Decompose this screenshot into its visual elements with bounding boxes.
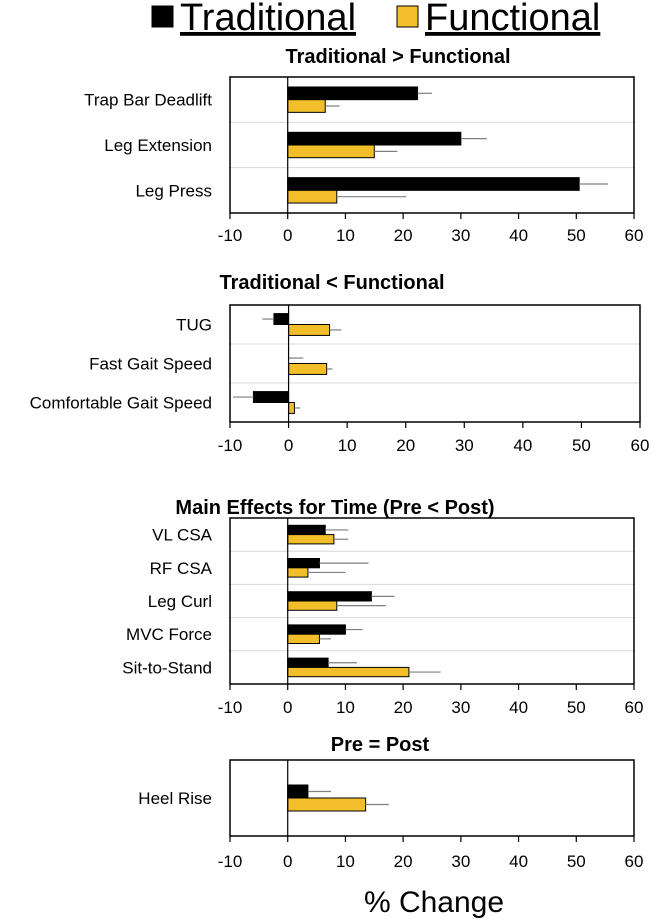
bar-traditional (273, 313, 290, 325)
x-tick-label: 60 (631, 436, 650, 455)
category-label: Leg Extension (104, 136, 212, 155)
panel-title-2: Traditional < Functional (219, 272, 444, 294)
category-label: Sit-to-Stand (122, 658, 212, 677)
bar-traditional (287, 86, 419, 101)
panel-2: TUG Fast Gait Speed Comfortable Gait Speed… (30, 304, 650, 455)
x-tick-label: 40 (509, 226, 528, 245)
panel-4: Heel Rise -10 0 10 20 30 40 50 60 (138, 759, 644, 871)
panel-title-3: Main Effects for Time (Pre < Post) (175, 497, 494, 519)
category-label: Fast Gait Speed (89, 355, 212, 374)
x-tick-label: 0 (283, 698, 292, 717)
category-label: Leg Press (135, 181, 212, 200)
x-tick-label: 50 (567, 226, 586, 245)
x-tick-label: 20 (394, 698, 413, 717)
x-tick-label: 10 (336, 226, 355, 245)
chart-panels: Trap Bar Deadlift Leg Extension Leg Press -… (30, 76, 650, 871)
bar-traditional (287, 657, 329, 668)
bar-functional (287, 144, 375, 159)
x-tick-label: 20 (394, 852, 413, 871)
bar-functional (287, 567, 309, 578)
category-label: MVC Force (126, 625, 212, 644)
legend-label-traditional: Traditional (180, 0, 356, 39)
bar-traditional (287, 591, 372, 602)
legend: Traditional Functional (151, 0, 600, 39)
plot-frame (229, 517, 635, 685)
x-axis-title: % Change (364, 886, 504, 919)
x-tick-label: 40 (509, 852, 528, 871)
x-tick-label: 40 (509, 698, 528, 717)
category-label: VL CSA (152, 526, 213, 545)
bar-functional (288, 363, 328, 375)
x-tick-label: 50 (567, 698, 586, 717)
bar-traditional (287, 177, 580, 191)
category-label: TUG (176, 316, 212, 335)
x-tick-label: 40 (513, 436, 532, 455)
bar-functional (288, 402, 295, 414)
bar-functional (287, 633, 320, 644)
x-tick-label: -10 (218, 852, 243, 871)
x-tick-label: 0 (283, 852, 292, 871)
x-tick-label: 30 (455, 436, 474, 455)
bar-functional (287, 666, 410, 678)
x-tick-label: -10 (218, 698, 243, 717)
x-tick-label: 10 (336, 852, 355, 871)
bar-traditional (287, 624, 346, 635)
category-label: Comfortable Gait Speed (30, 394, 212, 413)
x-tick-label: -10 (218, 226, 243, 245)
legend-swatch-traditional (151, 5, 174, 28)
bar-traditional (252, 391, 290, 403)
category-label: Trap Bar Deadlift (84, 91, 212, 110)
panel-title-4: Pre = Post (331, 734, 430, 756)
category-label: Leg Curl (148, 592, 212, 611)
x-tick-label: 50 (572, 436, 591, 455)
bar-traditional (287, 784, 309, 799)
legend-label-functional: Functional (425, 0, 600, 39)
bar-traditional (287, 558, 320, 569)
category-label: Heel Rise (138, 789, 212, 808)
x-tick-label: 60 (625, 852, 644, 871)
legend-swatch-functional (396, 5, 419, 28)
bar-functional (288, 324, 331, 336)
panel-3: VL CSA RF CSA Leg Curl MVC Force Sit-to-Stan… (122, 517, 644, 717)
x-tick-label: 0 (283, 226, 292, 245)
bar-functional (287, 99, 326, 113)
x-tick-label: 20 (394, 226, 413, 245)
bar-functional (287, 600, 338, 611)
plot-frame (229, 304, 641, 423)
bar-traditional (287, 524, 326, 536)
x-tick-label: 30 (451, 698, 470, 717)
plot-frame (229, 759, 635, 837)
bar-functional (287, 534, 335, 545)
x-tick-label: -10 (218, 436, 243, 455)
bar-traditional (287, 131, 462, 146)
x-tick-label: 60 (625, 226, 644, 245)
bar-functional (287, 797, 367, 812)
plot-frame (229, 76, 635, 214)
x-tick-label: 10 (338, 436, 357, 455)
panel-1: Trap Bar Deadlift Leg Extension Leg Press -… (84, 76, 644, 245)
x-tick-label: 30 (451, 852, 470, 871)
category-label: RF CSA (150, 559, 213, 578)
x-tick-label: 50 (567, 852, 586, 871)
x-tick-label: 10 (336, 698, 355, 717)
bar-functional (287, 189, 338, 204)
panel-title-1: Traditional > Functional (285, 46, 510, 68)
x-tick-label: 60 (625, 698, 644, 717)
x-tick-label: 0 (284, 436, 293, 455)
x-tick-label: 20 (396, 436, 415, 455)
x-tick-label: 30 (451, 226, 470, 245)
